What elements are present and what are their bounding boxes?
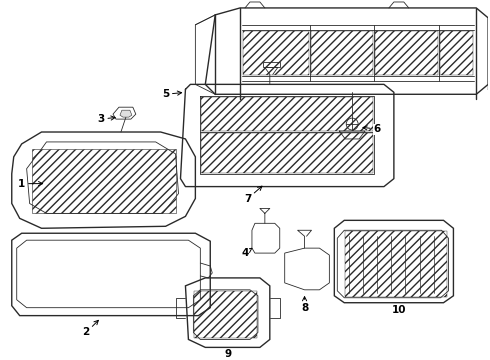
- Text: 10: 10: [392, 305, 406, 315]
- Text: 7: 7: [245, 186, 262, 203]
- Text: 8: 8: [301, 297, 308, 313]
- Text: 1: 1: [18, 179, 43, 189]
- Polygon shape: [120, 110, 132, 117]
- Text: 3: 3: [98, 114, 115, 124]
- Text: 2: 2: [83, 320, 98, 337]
- Text: 9: 9: [224, 349, 232, 359]
- Text: 4: 4: [241, 248, 252, 258]
- Text: 6: 6: [363, 124, 381, 134]
- Text: 5: 5: [162, 89, 182, 99]
